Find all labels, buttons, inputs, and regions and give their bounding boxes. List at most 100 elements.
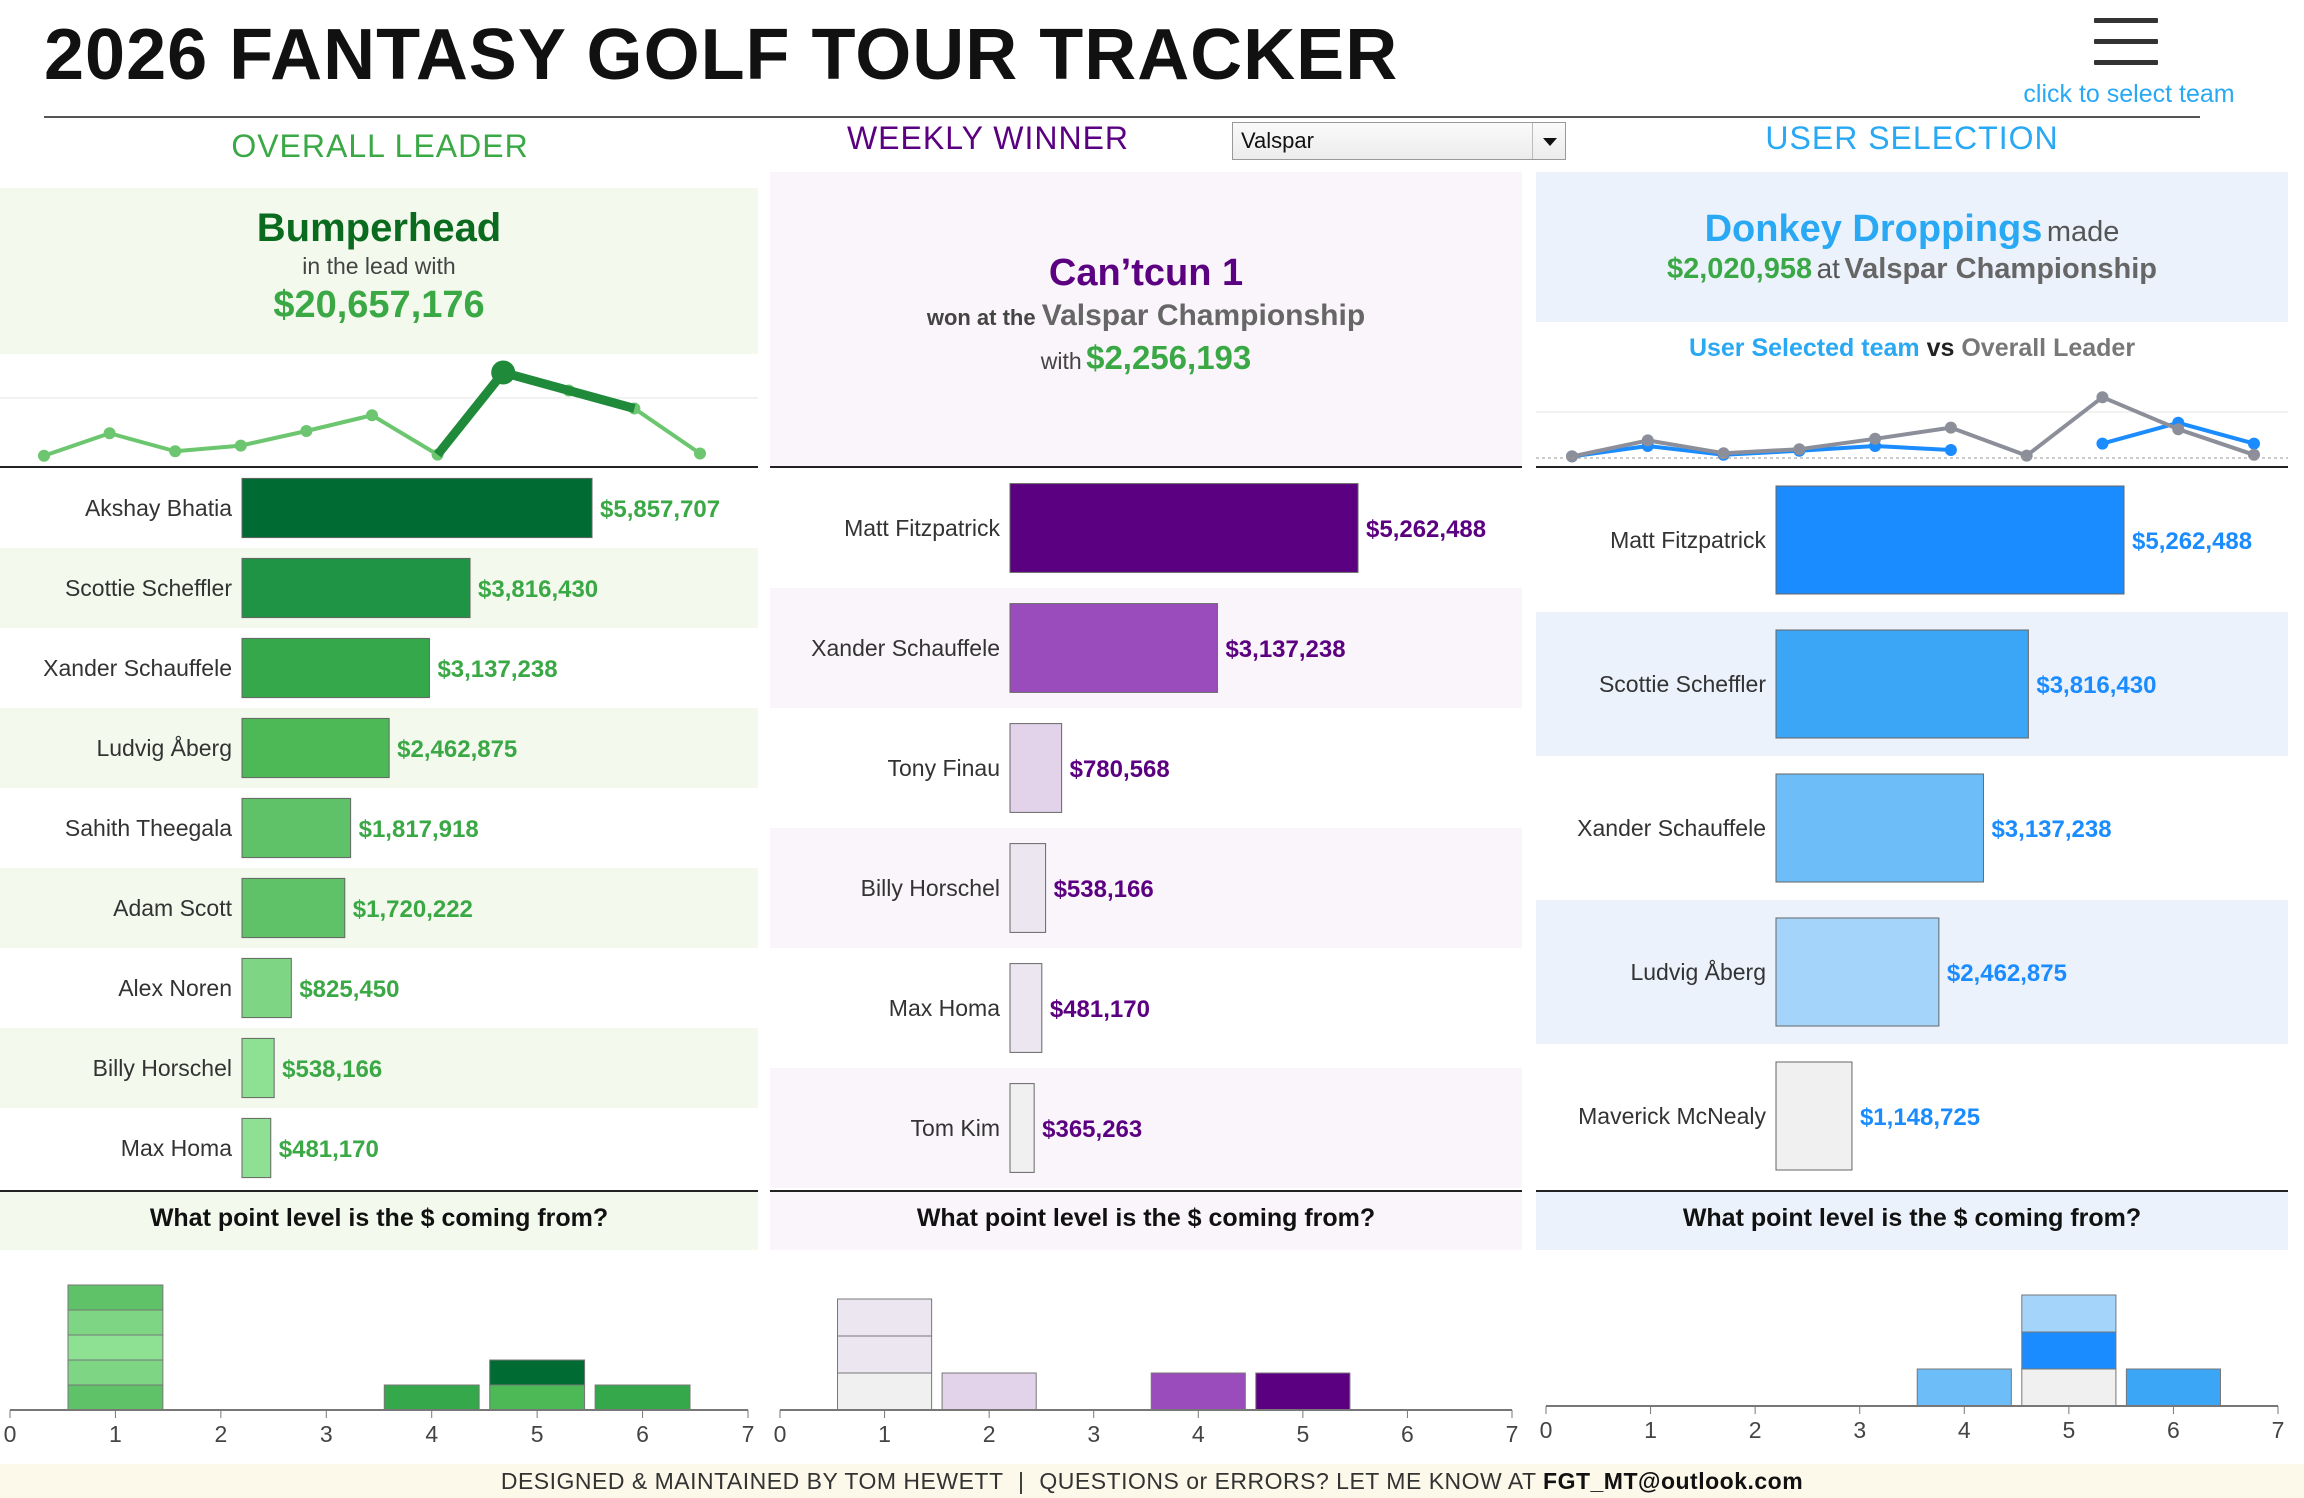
bar-value-4: $2,462,875 [1947,960,2067,987]
hamburger-menu-icon[interactable] [2094,18,2158,68]
x-tick-label-1: 1 [878,1421,891,1447]
bar-7 [241,957,292,1019]
bar-4 [241,717,390,779]
bar-value-2: $3,816,430 [2036,672,2156,699]
trend-point-1-4 [234,439,247,452]
bar-label-3: Xander Schauffele [1577,815,1766,841]
footer-contact: QUESTIONS or ERRORS? LET ME KNOW AT [1039,1468,1537,1494]
trend-point-1-1 [38,449,50,462]
trend-point-1-2 [103,427,116,440]
bar-value-5: $1,148,725 [1860,1104,1980,1131]
weekly-winner-card: Can’tcun 1 won at the Valspar Championsh… [770,172,1522,466]
bar-5 [1009,963,1043,1053]
trend-point-2-10 [2248,448,2260,461]
trend-point-2-7 [2020,449,2033,462]
trend-point-2-1 [1566,450,1578,463]
user-divider [1536,466,2288,468]
stack-segment-1-2 [837,1335,933,1374]
bar-5 [1775,1061,1853,1171]
overall-amount: $20,657,176 [273,284,485,326]
bar-value-6: $1,720,222 [353,896,473,923]
bar-label-8: Billy Horschel [93,1055,232,1081]
bar-label-4: Ludvig Åberg [1630,958,1766,985]
user-points-question: What point level is the $ coming from? [1536,1192,2288,1250]
user-player-bars-chart: Matt Fitzpatrick $5,262,488 Scottie Scheff… [1536,485,2288,1171]
bar-value-8: $538,166 [282,1056,382,1083]
user-compare-leader: Overall Leader [1961,334,2136,362]
x-tick-label-7: 7 [1506,1421,1519,1447]
select-team-link[interactable]: click to select team [2023,80,2235,108]
bar-label-9: Max Homa [121,1135,232,1161]
trend-point-2-8 [2096,391,2109,404]
bar-value-1: $5,262,488 [2132,528,2252,555]
stack-segment-1-5 [67,1284,164,1311]
stack-segment-5-2 [489,1359,586,1386]
bar-3 [1009,723,1063,813]
bar-3 [1775,773,1984,883]
trend-point-2-2 [1641,434,1654,447]
weekly-with-text: with [1040,348,1082,374]
stack-segment-5-2 [2021,1331,2117,1370]
stack-segment-6-1 [2125,1368,2221,1407]
footer: DESIGNED & MAINTAINED BY TOM HEWETT | QU… [0,1464,2304,1498]
footer-credit: DESIGNED & MAINTAINED BY TOM HEWETT [500,1468,1004,1494]
bar-value-7: $825,450 [299,976,399,1003]
x-tick-label-5: 5 [1296,1421,1309,1447]
bar-value-9: $481,170 [279,1136,379,1163]
user-trend-chart [1536,391,2288,463]
x-tick-label-2: 2 [214,1421,227,1447]
weekly-points-chart: 0 1 2 3 4 5 6 7 [774,1298,1519,1447]
x-tick-label-5: 5 [531,1421,544,1447]
x-tick-label-2: 2 [983,1421,996,1447]
x-tick-label-5: 5 [2062,1417,2075,1443]
footer-separator: | [1018,1468,1025,1494]
x-tick-label-1: 1 [1644,1417,1657,1443]
footer-email[interactable]: FGT_MT@outlook.com [1543,1468,1804,1494]
weekly-team-name: Can’tcun 1 [1048,252,1244,294]
stack-segment-4-1 [1916,1368,2012,1407]
bar-2 [241,557,471,619]
bar-value-2: $3,137,238 [1225,636,1345,663]
bar-value-1: $5,262,488 [1366,516,1486,543]
stack-segment-1-1 [67,1384,164,1411]
chevron-down-icon[interactable] [1532,123,1565,159]
stack-segment-4-1 [1150,1372,1246,1411]
bar-5 [241,797,352,859]
bar-4 [1009,843,1047,933]
bar-value-3: $3,137,238 [1991,816,2111,843]
bar-2 [1775,629,2029,739]
x-tick-label-0: 0 [1540,1417,1553,1443]
bar-value-6: $365,263 [1042,1116,1142,1143]
bar-label-2: Xander Schauffele [811,635,1000,661]
overall-points-chart: 0 1 2 3 4 5 6 7 [4,1284,755,1447]
x-tick-label-7: 7 [742,1421,755,1447]
bar-value-3: $3,137,238 [437,656,557,683]
trend-point-2-4 [1793,443,1806,456]
overall-team-name: Bumperhead [256,206,502,250]
trend-point-2-6 [1944,421,1957,434]
trend-peak-point [491,360,516,385]
row-band [0,1028,758,1108]
overall-points-question: What point level is the $ coming from? [0,1192,758,1250]
bar-2 [1009,603,1218,693]
row-band [770,828,1522,948]
trend-point-1-10 [2248,437,2260,450]
weekly-amount: $2,256,193 [1086,339,1252,376]
bar-label-2: Scottie Scheffler [1599,671,1766,697]
tournament-select[interactable]: Valspar [1232,122,1566,160]
bar-6 [241,877,346,939]
user-selection-heading: USER SELECTION [1765,120,2059,156]
trend-point-1-11 [694,447,706,460]
tournament-select-value: Valspar [1241,128,1314,153]
bar-value-3: $780,568 [1070,756,1170,783]
user-selection-card: Donkey Droppings made $2,020,958 at Vals… [1536,172,2288,322]
stack-segment-5-3 [2021,1294,2117,1333]
stack-segment-4-1 [383,1384,480,1411]
x-tick-label-0: 0 [4,1421,17,1447]
user-made-text: made [2046,216,2120,248]
trend-point-1-8 [2096,437,2109,450]
bar-6 [1009,1083,1035,1173]
stack-segment-5-1 [489,1384,586,1411]
weekly-player-bars-chart: Matt Fitzpatrick $5,262,488 Xander Schauff… [770,483,1522,1188]
bar-3 [241,637,430,699]
